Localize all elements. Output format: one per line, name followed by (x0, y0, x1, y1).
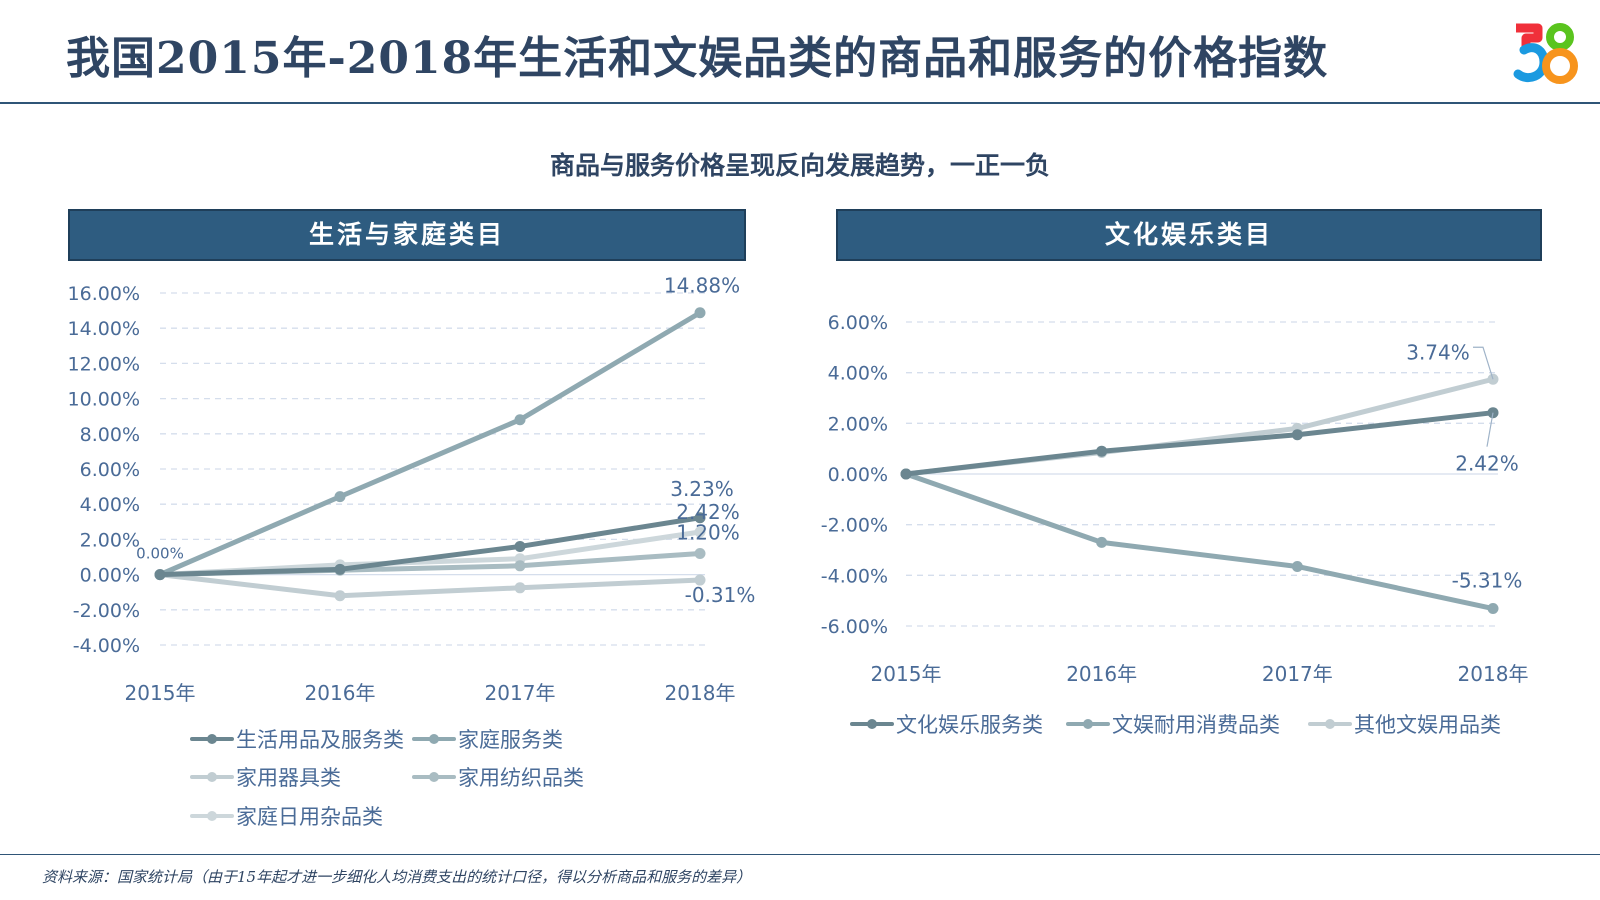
data-point (334, 491, 346, 503)
legend-item: 家用纺织品类 (412, 762, 584, 792)
y-tick-label: 10.00% (68, 389, 140, 411)
chart-household: 16.00% 14.00% 12.00% 10.00% 8.00% 6.00% 4.00% 2… (68, 274, 756, 705)
legend-label: 生活用品及服务类 (236, 728, 404, 752)
legend-label: 家庭日用杂品类 (236, 805, 383, 829)
panel-header-household: 生活与家庭类目 (68, 209, 746, 261)
data-label: 2.42% (1455, 452, 1519, 476)
y-tick-label: 6.00% (80, 459, 140, 481)
data-point (154, 569, 166, 581)
data-point (694, 526, 706, 538)
legend-label: 家用纺织品类 (458, 766, 584, 790)
data-point (514, 560, 526, 572)
legend-line-marker-icon (190, 734, 234, 744)
x-tick-label: 2016年 (305, 681, 376, 705)
y-tick-label: 16.00% (68, 283, 140, 305)
data-label: -5.31% (1452, 569, 1523, 593)
legend-item: 文化娱乐服务类 (850, 709, 1043, 739)
series-line (157, 572, 703, 599)
data-point (334, 563, 346, 575)
y-tick-label: 6.00% (828, 312, 888, 334)
x-tick-label: 2015年 (125, 681, 196, 705)
x-tick-label: 2018年 (665, 681, 736, 705)
legend-item: 文娱耐用消费品类 (1066, 709, 1280, 739)
logo-five-top (1516, 23, 1543, 48)
data-point (1096, 536, 1108, 548)
data-label: -0.31% (685, 583, 756, 607)
legend-item: 家用器具类 (190, 762, 341, 792)
data-point (900, 468, 912, 480)
legend-label: 文娱耐用消费品类 (1112, 713, 1280, 737)
y-tick-label: 14.00% (68, 318, 140, 340)
legend-item: 生活用品及服务类 (190, 724, 404, 754)
data-point (1291, 560, 1303, 572)
data-point (1291, 429, 1303, 441)
legend-item: 家庭服务类 (412, 724, 563, 754)
y-tick-label: 4.00% (828, 363, 888, 385)
x-tick-label: 2016年 (1066, 662, 1137, 686)
legend-line-marker-icon (412, 772, 456, 782)
y-tick-label: -2.00% (821, 515, 888, 537)
x-tick-label: 2017年 (1262, 662, 1333, 686)
x-tick-label: 2018年 (1458, 662, 1529, 686)
legend-item: 家庭日用杂品类 (190, 801, 383, 831)
legend-item: 其他文娱用品类 (1308, 709, 1501, 739)
source-note: 资料来源：国家统计局（由于15年起才进一步细化人均消费支出的统计口径，得以分析商… (42, 868, 752, 886)
label-leader-line (1473, 346, 1494, 380)
data-point (1096, 445, 1108, 457)
x-tick-label: 2015年 (871, 662, 942, 686)
data-point (694, 307, 706, 319)
y-tick-label: -4.00% (821, 565, 888, 587)
y-tick-label: 2.00% (828, 413, 888, 435)
y-tick-label: 12.00% (68, 353, 140, 375)
page-title: 我国2015年-2018年生活和文娱品类的商品和服务的价格指数 (66, 33, 1329, 84)
legend-label: 文化娱乐服务类 (896, 713, 1043, 737)
series-line (157, 515, 703, 578)
x-tick-label: 2017年 (485, 681, 556, 705)
legend-line-marker-icon (190, 811, 234, 821)
data-point (694, 574, 706, 586)
logo-eight-bottom (1542, 48, 1578, 84)
data-label: 0.00% (136, 545, 184, 563)
58-logo-icon (1513, 23, 1578, 84)
label-leader-line (1486, 412, 1494, 447)
data-label: 1.20% (676, 520, 740, 544)
y-tick-label: -4.00% (73, 635, 140, 657)
data-label: 3.23% (670, 477, 734, 501)
data-point (514, 540, 526, 552)
data-point (514, 414, 526, 426)
series-line (903, 410, 1496, 477)
data-label: 14.88% (664, 274, 740, 298)
data-point (1487, 603, 1499, 615)
data-label: 2.42% (676, 500, 740, 524)
data-point (694, 547, 706, 559)
series-line (903, 471, 1496, 612)
legend-line-marker-icon (190, 772, 234, 782)
y-tick-label: 8.00% (80, 424, 140, 446)
data-point (514, 582, 526, 594)
y-tick-label: -6.00% (821, 616, 888, 638)
legend-label: 其他文娱用品类 (1354, 713, 1501, 737)
data-point (694, 512, 706, 524)
series-line (157, 310, 703, 578)
chart-entertainment: 6.00% 4.00% 2.00% 0.00% -2.00% -4.00% -6.00% 20… (821, 312, 1529, 686)
legend-label: 家用器具类 (236, 766, 341, 790)
footer-divider (0, 854, 1600, 855)
panel-header-entertainment: 文化娱乐类目 (836, 209, 1542, 261)
header-divider (0, 102, 1600, 104)
series-line (903, 376, 1496, 477)
y-tick-label: -2.00% (73, 600, 140, 622)
y-tick-label: 2.00% (80, 529, 140, 551)
data-point (334, 590, 346, 602)
legend-label: 家庭服务类 (458, 728, 563, 752)
y-tick-label: 0.00% (80, 565, 140, 587)
legend-line-marker-icon (850, 719, 894, 729)
data-label: 3.74% (1406, 340, 1470, 364)
legend-line-marker-icon (1308, 719, 1352, 729)
y-tick-label: 0.00% (828, 464, 888, 486)
y-tick-label: 4.00% (80, 494, 140, 516)
legend-line-marker-icon (1066, 719, 1110, 729)
logo-eight-top (1546, 23, 1574, 51)
legend-line-marker-icon (412, 734, 456, 744)
subtitle: 商品与服务价格呈现反向发展趋势，一正一负 (549, 151, 1050, 180)
